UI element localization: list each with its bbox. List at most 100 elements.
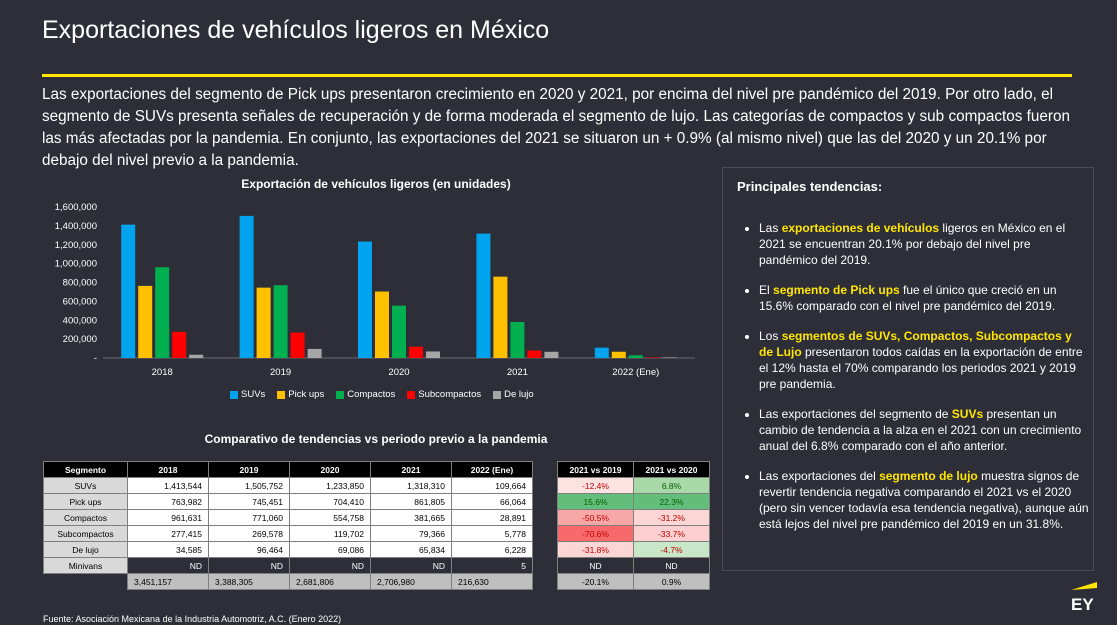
- x-tick-label: 2018: [152, 367, 173, 378]
- bar-suvs: [594, 347, 609, 358]
- intro-paragraph: Las exportaciones del segmento de Pick u…: [42, 86, 1071, 169]
- comparison-cell: 22.3%: [633, 493, 710, 510]
- trend-text: El: [759, 283, 774, 297]
- table-row: Compactos 961,631 771,060 554,758 381,665 28,…: [43, 509, 533, 526]
- table-header: 2018: [127, 461, 209, 478]
- table-header: 2022 (Ene): [451, 461, 533, 478]
- comparison-row: 15.6% 22.3%: [557, 493, 710, 510]
- comparison-cell: -12.4%: [557, 477, 634, 494]
- title-divider: [42, 74, 1072, 77]
- bar-suvs: [358, 241, 372, 358]
- value-cell: 69,086: [289, 541, 371, 558]
- total-cell: 2,706,980: [370, 573, 452, 590]
- table-header: 2021: [370, 461, 452, 478]
- chart-title: Exportación de vehículos ligeros (en uni…: [241, 177, 511, 191]
- legend-item: De lujo: [493, 389, 534, 400]
- trend-item: Las exportaciones del segmento de SUVs p…: [759, 406, 1089, 454]
- value-cell: 961,631: [127, 509, 209, 526]
- y-tick-label: 800,000: [63, 278, 97, 289]
- value-cell: 763,982: [127, 493, 209, 510]
- value-cell: 119,702: [289, 525, 371, 542]
- bar-chart: - 200,000 400,000 600,000 800,000 1,000,000 1,…: [55, 202, 695, 378]
- value-cell: ND: [208, 557, 290, 574]
- logo-text: EY: [1071, 595, 1094, 612]
- legend-swatch: [493, 390, 502, 399]
- trend-highlight: segmentos de SUVs, Compactos, Subcompact…: [759, 329, 1072, 359]
- trend-text: Los: [759, 329, 782, 343]
- value-cell: 771,060: [208, 509, 290, 526]
- table-title: Comparativo de tendencias vs periodo pre…: [204, 432, 548, 446]
- blank-cell: [44, 574, 128, 590]
- comparison-cell: -31.8%: [557, 541, 634, 558]
- bar-compactos: [392, 305, 406, 358]
- trend-text: presentaron todos caídas en la exportaci…: [759, 345, 1083, 391]
- bar-pick-ups: [493, 276, 508, 358]
- trend-text: ligeros en México en el 2021 se encuentr…: [759, 221, 1066, 267]
- value-cell: 745,451: [208, 493, 290, 510]
- segment-cell: Pick ups: [43, 493, 128, 510]
- trend-item: Los segmentos de SUVs, Compactos, Subcom…: [759, 328, 1089, 392]
- y-tick-label: 1,600,000: [55, 202, 97, 213]
- value-cell: ND: [289, 557, 371, 574]
- y-tick-label: 1,200,000: [55, 240, 97, 251]
- table-row: Pick ups 763,982 745,451 704,410 861,805 66,0…: [43, 493, 533, 510]
- legend-item: SUVs: [230, 389, 265, 400]
- trend-text: Las: [759, 221, 782, 235]
- legend-label: Compactos: [347, 389, 396, 400]
- bar-subcompactos: [527, 350, 542, 358]
- comparison-header: 2021 vs 2019: [557, 461, 634, 478]
- trend-text: fue el único que creció en un 15.6% comp…: [759, 283, 1057, 313]
- bar-pick-ups: [256, 287, 271, 358]
- comparison-cell: ND: [557, 557, 634, 574]
- logo-beam: [1071, 582, 1097, 590]
- comparison-cell: -33.7%: [633, 525, 710, 542]
- trends-title: Principales tendencias:: [737, 179, 883, 194]
- bar-pick-ups: [375, 291, 389, 358]
- trend-highlight: segmento de lujo: [879, 469, 978, 483]
- legend-label: Subcompactos: [418, 389, 482, 400]
- x-tick-label: 2020: [388, 367, 409, 378]
- legend-label: Pick ups: [288, 389, 325, 400]
- comparison-row: -70.6% -33.7%: [557, 525, 710, 542]
- ey-logo: EY: [1071, 582, 1097, 612]
- bar-compactos: [628, 355, 643, 358]
- trend-item: El segmento de Pick ups fue el único que…: [759, 282, 1089, 314]
- value-cell: 1,233,850: [289, 477, 371, 494]
- bar-suvs: [239, 215, 254, 358]
- comparison-cell: -50.5%: [557, 509, 634, 526]
- bar-suvs: [476, 233, 491, 358]
- legend-item: Compactos: [336, 389, 395, 400]
- legend-label: SUVs: [241, 389, 266, 400]
- value-cell: 34,585: [127, 541, 209, 558]
- value-cell: 66,064: [451, 493, 533, 510]
- segment-cell: Compactos: [43, 509, 128, 526]
- bar-de-lujo: [307, 348, 322, 358]
- total-cell: 3,388,305: [208, 573, 290, 590]
- y-tick-label: 200,000: [63, 334, 97, 345]
- value-cell: 1,413,544: [127, 477, 209, 494]
- bar-compactos: [155, 267, 170, 358]
- y-tick-label: 1,000,000: [55, 259, 97, 270]
- trend-item: Las exportaciones del segmento de lujo m…: [759, 468, 1089, 532]
- page-title: Exportaciones de vehículos ligeros en Mé…: [42, 16, 550, 44]
- table-row: Subcompactos 277,415 269,578 119,702 79,366 5…: [43, 525, 533, 542]
- comparison-row: -50.5% -31.2%: [557, 509, 710, 526]
- bar-subcompactos: [172, 331, 187, 358]
- segment-cell: SUVs: [43, 477, 128, 494]
- total-cell: 216,630: [451, 573, 533, 590]
- trends-list: Las exportaciones de vehículos ligeros e…: [737, 220, 1089, 546]
- totals-row: 3,451,157 3,388,305 2,681,806 2,706,980 216,…: [44, 573, 533, 590]
- trend-text: muestra signos de revertir tendencia neg…: [759, 469, 1089, 531]
- trend-highlight: segmento de Pick ups: [773, 283, 900, 297]
- comparison-totals-row: -20.1% 0.9%: [557, 573, 710, 590]
- value-cell: 96,464: [208, 541, 290, 558]
- comparison-cell: -4.7%: [633, 541, 710, 558]
- bar-compactos: [510, 321, 525, 358]
- legend-item: Subcompactos: [407, 389, 481, 400]
- comparison-header: 2021 vs 2020: [633, 461, 710, 478]
- value-cell: 79,366: [370, 525, 452, 542]
- bar-de-lujo: [662, 357, 677, 358]
- value-cell: ND: [370, 557, 452, 574]
- value-cell: 1,318,310: [370, 477, 452, 494]
- y-tick-label: 1,400,000: [55, 221, 97, 232]
